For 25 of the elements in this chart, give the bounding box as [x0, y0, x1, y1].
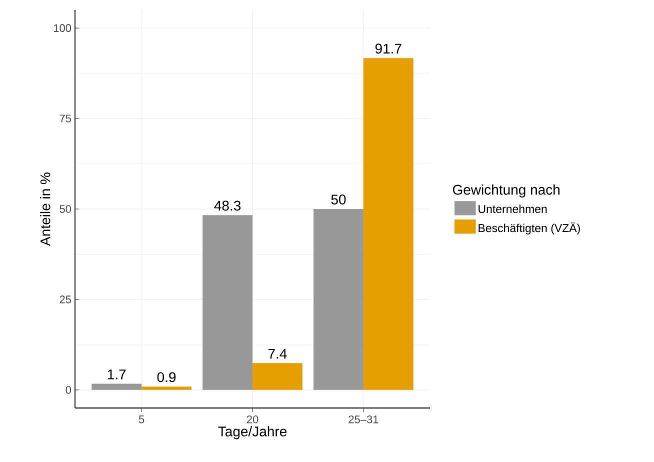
bar [92, 384, 142, 390]
data-label: 1.7 [108, 370, 126, 380]
legend-label: Beschäftigten (VZÄ) [478, 222, 580, 234]
bar [142, 386, 192, 390]
y-axis-title: Anteile in % [40, 172, 50, 246]
bar [252, 363, 302, 390]
y-tick-label: 25 [60, 296, 72, 304]
y-tick-label: 100 [54, 24, 72, 32]
y-tick-label: 0 [66, 386, 72, 394]
bar [314, 208, 364, 390]
data-label: 48.3 [214, 200, 241, 211]
x-axis-title: Tage/Jahre [218, 426, 287, 440]
bar [202, 215, 252, 390]
y-tick-label: 50 [60, 205, 72, 213]
data-label: 91.7 [375, 44, 402, 54]
x-tick-label: 5 [138, 416, 144, 424]
legend-title: Gewichtung nach [452, 184, 560, 198]
data-label: 7.4 [268, 348, 287, 359]
bar [363, 58, 414, 390]
data-label: 0.9 [157, 372, 176, 382]
legend-label: Unternehmen [478, 204, 547, 214]
y-tick-label: 75 [60, 114, 72, 122]
data-label: 50 [331, 194, 346, 204]
x-tick-label: 25–31 [348, 416, 378, 424]
x-tick-label: 20 [246, 416, 258, 424]
